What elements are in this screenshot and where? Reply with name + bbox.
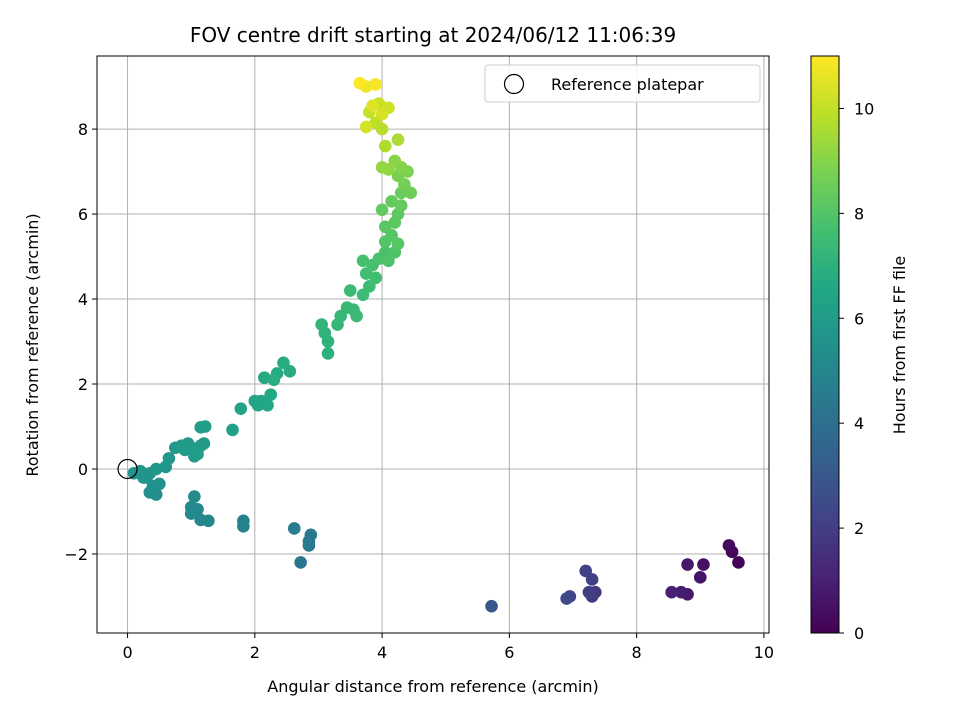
colorbar bbox=[810, 55, 840, 634]
colorbar-tick-label: 0 bbox=[854, 624, 864, 643]
reference-marker-group bbox=[117, 458, 138, 480]
y-axis-label: Rotation from reference (arcmin) bbox=[23, 213, 42, 476]
data-point bbox=[149, 462, 163, 476]
data-point bbox=[184, 500, 198, 514]
data-point bbox=[267, 373, 281, 387]
scatter-points bbox=[127, 76, 745, 613]
colorbar-label: Hours from first FF file bbox=[890, 256, 909, 435]
legend-box bbox=[484, 64, 761, 103]
data-point bbox=[226, 423, 239, 437]
data-point bbox=[356, 254, 370, 268]
data-point bbox=[283, 364, 297, 378]
legend: Reference platepar bbox=[484, 64, 761, 103]
data-point bbox=[350, 309, 363, 323]
data-point bbox=[237, 514, 250, 528]
colorbar-tick-label: 2 bbox=[854, 519, 864, 538]
data-point bbox=[258, 371, 271, 384]
data-point bbox=[681, 558, 694, 571]
axes-frame bbox=[96, 55, 770, 634]
data-point bbox=[582, 585, 596, 599]
x-tick-label: 6 bbox=[504, 643, 514, 662]
data-point bbox=[485, 599, 498, 613]
data-point bbox=[385, 195, 398, 208]
data-point bbox=[732, 556, 745, 569]
chart-title: FOV centre drift starting at 2024/06/12 … bbox=[190, 23, 676, 47]
data-point bbox=[343, 284, 357, 297]
data-point bbox=[369, 271, 383, 285]
data-point bbox=[369, 78, 383, 91]
x-tick-label: 8 bbox=[632, 643, 642, 662]
data-point bbox=[197, 437, 211, 450]
data-point bbox=[560, 592, 573, 605]
data-point bbox=[261, 398, 274, 412]
data-point bbox=[394, 199, 408, 212]
x-tick-label: 10 bbox=[754, 643, 774, 662]
colorbar-tick-label: 10 bbox=[854, 99, 874, 118]
legend-entry-reference: Reference platepar bbox=[551, 75, 704, 94]
data-point bbox=[665, 585, 678, 599]
data-point bbox=[302, 534, 316, 548]
colorbar-tick-label: 4 bbox=[854, 414, 864, 433]
data-point bbox=[375, 107, 389, 121]
data-point bbox=[693, 571, 707, 584]
data-point bbox=[137, 471, 150, 484]
x-tick-label: 0 bbox=[122, 643, 132, 662]
data-point bbox=[697, 558, 710, 571]
x-axis-ticks: 0 2 4 6 8 10 bbox=[122, 633, 774, 662]
y-tick-label: 2 bbox=[78, 375, 88, 394]
x-tick-label: 2 bbox=[250, 643, 260, 662]
data-point bbox=[191, 447, 204, 461]
colorbar-tick-label: 8 bbox=[854, 204, 864, 223]
data-point bbox=[391, 133, 405, 147]
reference-marker bbox=[117, 458, 138, 480]
data-point bbox=[353, 76, 367, 90]
x-axis-label: Angular distance from reference (arcmin) bbox=[267, 677, 598, 696]
data-point bbox=[188, 490, 201, 503]
colorbar-ticks: 0 2 4 6 8 10 bbox=[839, 99, 874, 643]
data-point bbox=[287, 522, 301, 535]
data-point bbox=[321, 347, 335, 360]
data-point bbox=[579, 564, 593, 578]
data-point bbox=[264, 388, 278, 401]
data-point bbox=[375, 203, 389, 217]
data-point bbox=[375, 161, 389, 174]
data-point bbox=[378, 139, 392, 153]
data-point bbox=[153, 477, 166, 491]
colorbar-tick-label: 6 bbox=[854, 309, 864, 328]
x-tick-label: 4 bbox=[377, 643, 387, 662]
data-point bbox=[315, 318, 328, 331]
data-point bbox=[294, 556, 307, 569]
data-point bbox=[366, 99, 379, 113]
y-tick-label: 8 bbox=[78, 120, 88, 139]
legend-reference-marker bbox=[503, 73, 525, 95]
y-tick-label: 6 bbox=[78, 205, 88, 224]
data-point bbox=[378, 220, 392, 234]
data-point bbox=[198, 420, 212, 433]
y-tick-label: −2 bbox=[64, 545, 88, 564]
data-point bbox=[674, 585, 688, 599]
y-axis-ticks: −2 0 2 4 6 8 bbox=[64, 120, 97, 564]
y-tick-label: 4 bbox=[78, 290, 88, 309]
data-point bbox=[194, 513, 208, 527]
data-point bbox=[162, 452, 176, 465]
data-point bbox=[722, 539, 736, 552]
grid-lines bbox=[97, 56, 769, 633]
data-point bbox=[234, 402, 248, 415]
data-point bbox=[175, 439, 188, 452]
data-point bbox=[359, 120, 373, 134]
data-point bbox=[391, 237, 405, 251]
y-tick-label: 0 bbox=[78, 460, 88, 479]
